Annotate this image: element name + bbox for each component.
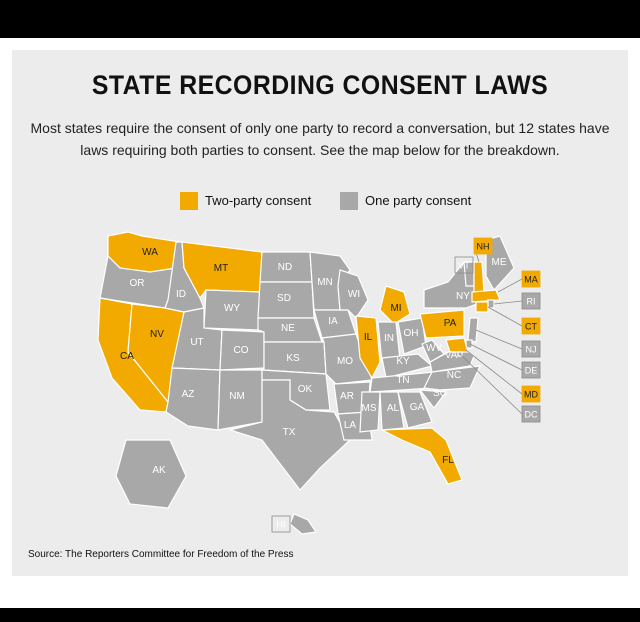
state-label-la: LA [344,420,357,431]
callout-box-nh [473,237,493,255]
state-ms [359,391,381,433]
state-il [355,315,381,380]
state-label-sc: SC [433,388,447,399]
state-label-ak: AK [152,465,166,476]
leader-line-nj [475,329,523,350]
state-label-hi: HI [277,520,286,530]
callout-box-ri [521,292,541,310]
state-label-me: ME [492,257,507,268]
state-nh [473,261,485,293]
leader-line-ri [493,300,523,305]
state-label-ny: NY [456,291,470,302]
state-pa [419,309,465,339]
state-label-nj: NJ [526,345,537,355]
state-label-pa: PA [444,318,457,329]
state-label-mt: MT [214,263,228,274]
state-label-id: ID [176,289,186,300]
state-wv [421,339,445,363]
state-label-ca: CA [120,351,134,362]
state-label-md: MD [524,390,538,400]
state-label-ma: MA [524,275,538,285]
state-label-wi: WI [348,289,360,300]
state-label-ri: RI [527,297,536,307]
state-label-wy: WY [224,303,240,314]
state-label-nc: NC [447,370,461,381]
state-label-ar: AR [340,391,354,402]
callout-box-hi [271,515,291,533]
state-sc [418,389,448,409]
state-label-de: DE [525,366,538,376]
callout-box-dc [521,405,541,423]
leader-line-md [465,349,523,395]
state-label-ct: CT [525,322,537,332]
state-fl [381,427,463,485]
leader-line-ct [487,306,523,327]
state-label-tx: TX [283,427,296,438]
callout-box-de [521,361,541,379]
callout-box-md [521,385,541,403]
state-label-ut: UT [190,337,203,348]
state-label-nd: ND [278,262,292,273]
state-label-tn: TN [396,375,409,386]
legend-label-two-party: Two-party consent [205,193,312,208]
state-label-al: AL [387,403,400,414]
state-mi [379,285,411,325]
state-label-nh: NH [477,242,490,252]
state-label-or: OR [130,278,145,289]
state-label-az: AZ [182,389,195,400]
callout-box-ct [521,317,541,335]
state-label-ok: OK [298,384,313,395]
state-label-wa: WA [142,247,158,258]
state-label-ne: NE [281,323,295,334]
state-label-dc: DC [525,410,538,420]
state-label-wv: WV [426,343,442,354]
top-black-bar [0,0,640,38]
state-ct [475,301,489,313]
legend-label-one-party: One party consent [365,193,472,208]
state-label-ms: MS [362,403,377,414]
state-label-il: IL [364,332,373,343]
state-label-va: VA [445,350,458,361]
state-al [379,391,405,431]
state-label-co: CO [234,345,249,356]
bottom-black-bar [0,608,640,622]
page-title: STATE RECORDING CONSENT LAWS [91,70,549,100]
state-ma [471,289,501,303]
subtitle: Most states require the consent of only … [30,120,610,158]
state-label-oh: OH [404,328,419,339]
state-wi [337,269,369,319]
state-ga [397,391,433,429]
state-label-fl: FL [442,455,454,466]
state-label-mo: MO [337,356,353,367]
state-ak [115,439,187,509]
state-label-in: IN [384,333,394,344]
state-label-nv: NV [150,329,164,340]
leader-line-de [469,343,523,371]
state-nj [467,317,479,343]
callout-box-ma [521,270,541,288]
state-label-ga: GA [410,402,425,413]
state-label-ia: IA [328,316,338,327]
callout-box-nj [521,340,541,358]
callout-box-vt [454,256,474,274]
leader-line-dc [459,353,523,415]
state-hi [289,513,318,535]
leader-line-ma [497,278,523,293]
state-label-ks: KS [286,353,300,364]
state-label-mn: MN [317,277,333,288]
legend-swatch-two-party [180,192,198,210]
state-tx [227,379,351,491]
state-label-nm: NM [229,391,245,402]
state-nc [423,365,481,391]
state-me [485,235,515,292]
legend-swatch-one-party [340,192,358,210]
state-label-sd: SD [277,293,291,304]
state-label-mi: MI [390,303,401,314]
state-ri [487,299,495,309]
state-label-vt: VT [458,261,470,271]
source-note: Source: The Reporters Committee for Free… [28,549,294,560]
state-label-ky: KY [396,356,410,367]
